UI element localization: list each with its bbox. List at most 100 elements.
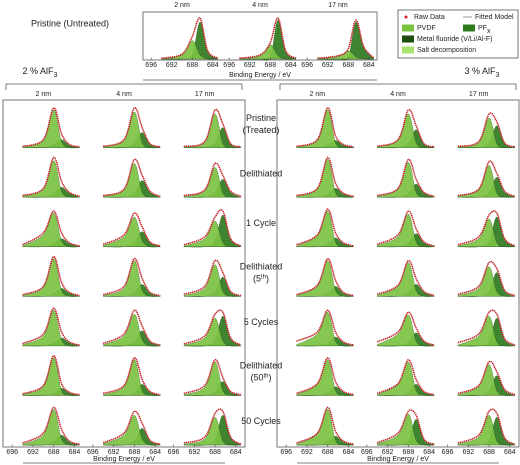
column-header: 2 nm [174,2,190,9]
row-label: 50 Cycles [241,417,281,427]
raw-data [376,358,435,396]
component-area [22,212,80,248]
component-area [183,264,242,297]
component-area [457,316,516,347]
fitted-line [183,309,242,346]
component-area [22,357,80,396]
raw-data [102,356,161,396]
component-area [103,111,161,149]
component-area [103,314,161,347]
group-label: 3 % AlF3 [465,66,500,79]
raw-data [457,309,516,346]
column-header: 17 nm [195,91,215,98]
legend-label: Salt decomposition [417,47,476,54]
component-area [183,361,242,396]
x-tick-label: 692 [166,62,178,69]
x-tick-label: 696 [280,449,292,456]
component-area [22,160,80,198]
component-area [103,163,161,198]
raw-data [376,210,435,247]
x-tick-label: 684 [504,449,516,456]
component-area [22,310,80,347]
component-area [22,109,80,149]
raw-data [457,112,516,148]
text-part: 2 % AlF [23,66,55,76]
text-part: (Treated) [243,125,280,135]
raw-data [22,255,80,297]
raw-data [183,209,242,247]
x-tick-label: 696 [145,62,157,69]
text-part: Pristine [246,113,276,123]
component-area [377,214,435,248]
text-part: (50 [250,373,263,383]
x-tick-label: 684 [149,449,161,456]
x-tick-label: 684 [285,62,297,69]
component-area [377,113,435,149]
x-axis-label: Binding Energy / eV [229,72,291,79]
row-label: Delithiated [240,262,283,272]
text-part: Salt decomposition [417,47,476,54]
x-tick-label: 688 [322,449,334,456]
text-part: 1 Cycle [246,218,276,228]
top-row-label: Pristine (Untreated) [31,18,109,28]
x-tick-label: 688 [209,449,221,456]
x-tick-label: 696 [442,449,454,456]
component-area [22,409,80,446]
text-part: th [264,373,269,379]
text-part: PF [478,25,487,32]
x-tick-label: 692 [322,62,334,69]
group-frame [2,99,246,448]
x-tick-label: 688 [483,449,495,456]
column-header: 2 nm [310,91,326,98]
component-area [103,415,161,446]
row-label: Delithiated [240,169,283,179]
component-area [457,364,516,396]
raw-data [376,259,435,297]
raw-data [161,17,219,59]
legend-label: PVDF [417,25,436,32]
row-label: Pristine [246,113,276,123]
x-tick-label: 692 [301,449,313,456]
legend-label: Metal fluoride (V/Li/Al-F) [417,36,492,43]
text-part: 5 Cycles [244,317,279,327]
raw-data [376,311,435,346]
raw-data [317,19,375,59]
legend-label: Fitted Model [475,14,514,21]
component-area [377,262,435,297]
x-tick-label: 692 [188,449,200,456]
x-axis-label: Binding Energy / eV [93,456,155,463]
component-area [457,218,516,248]
legend-label: PFx [478,25,491,36]
raw-data [457,408,516,445]
raw-data [102,107,161,148]
text-part: 3 [54,72,58,79]
raw-data [296,309,354,346]
x-tick-label: 696 [361,449,373,456]
x-tick-label: 692 [382,449,394,456]
row-label: (5th) [253,274,269,284]
group-bracket [279,83,517,90]
group-frame [276,99,520,448]
raw-data [296,107,354,148]
component-area [183,417,242,446]
text-part: (5 [253,274,261,284]
row-label: 1 Cycle [246,218,276,228]
x-tick-label: 696 [87,449,99,456]
raw-data [22,307,80,346]
x-tick-label: 692 [462,449,474,456]
column-header: 17 nm [328,2,348,9]
x-tick-label: 688 [129,449,141,456]
component-area [457,266,516,297]
x-tick-label: 692 [244,62,256,69]
x-tick-label: 688 [403,449,415,456]
x-tick-label: 684 [343,449,355,456]
raw-data [296,406,354,445]
row-label: (Treated) [243,125,280,135]
raw-data [22,406,80,445]
group-label: 2 % AlF3 [23,66,58,79]
text-part: Metal fluoride (V/Li/Al-F) [417,36,492,43]
x-tick-label: 688 [186,62,198,69]
x-tick-label: 696 [6,449,18,456]
raw-data [183,108,242,148]
